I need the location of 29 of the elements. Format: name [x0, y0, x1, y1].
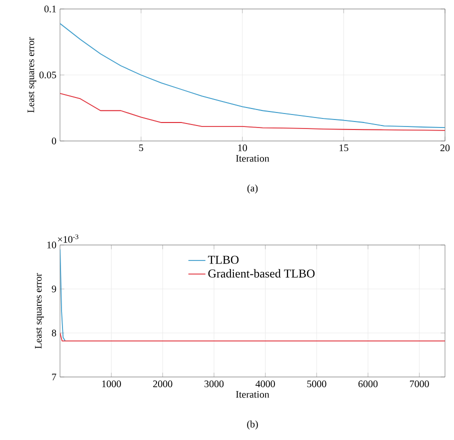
x-tick-label: 3000 — [204, 380, 224, 388]
legend-label: Gradient-based TLBO — [208, 269, 315, 278]
text: ×10$^{-3}$ — [58, 234, 78, 243]
x-tick-label: 4000 — [256, 380, 275, 388]
x-tick-label: 15 — [340, 144, 348, 152]
y-tick-label: 10 — [47, 242, 56, 248]
y-tick-label: 8 — [52, 330, 56, 336]
x-tick-label: 10 — [238, 144, 247, 152]
x-tick-label: 5 — [139, 144, 144, 152]
x-tick-label: 5000 — [307, 380, 326, 388]
x-axis-title: Iteration — [236, 391, 270, 398]
x-tick-label: 7000 — [410, 380, 429, 388]
text: (b) — [247, 420, 258, 430]
y-tick-label: 9 — [52, 286, 56, 292]
y-tick-label: 0 — [52, 138, 56, 144]
text: (a) — [247, 184, 258, 194]
x-tick-label: 6000 — [358, 380, 378, 388]
y-tick-label: 0.05 — [39, 72, 56, 78]
x-axis-title: Iteration — [236, 155, 270, 162]
line-series — [60, 23, 446, 128]
y-tick-label: 0.1 — [44, 6, 56, 12]
y-axis-title: Least squares error — [28, 37, 36, 113]
legend-label: TLBO — [208, 256, 239, 264]
x-tick-label: 20 — [440, 144, 450, 152]
x-tick-label: 1000 — [102, 380, 121, 388]
y-tick-label: 7 — [52, 374, 56, 380]
y-axis-title: Least squares error — [35, 273, 44, 349]
x-tick-label: 2000 — [153, 380, 172, 388]
line-series — [60, 248, 66, 342]
